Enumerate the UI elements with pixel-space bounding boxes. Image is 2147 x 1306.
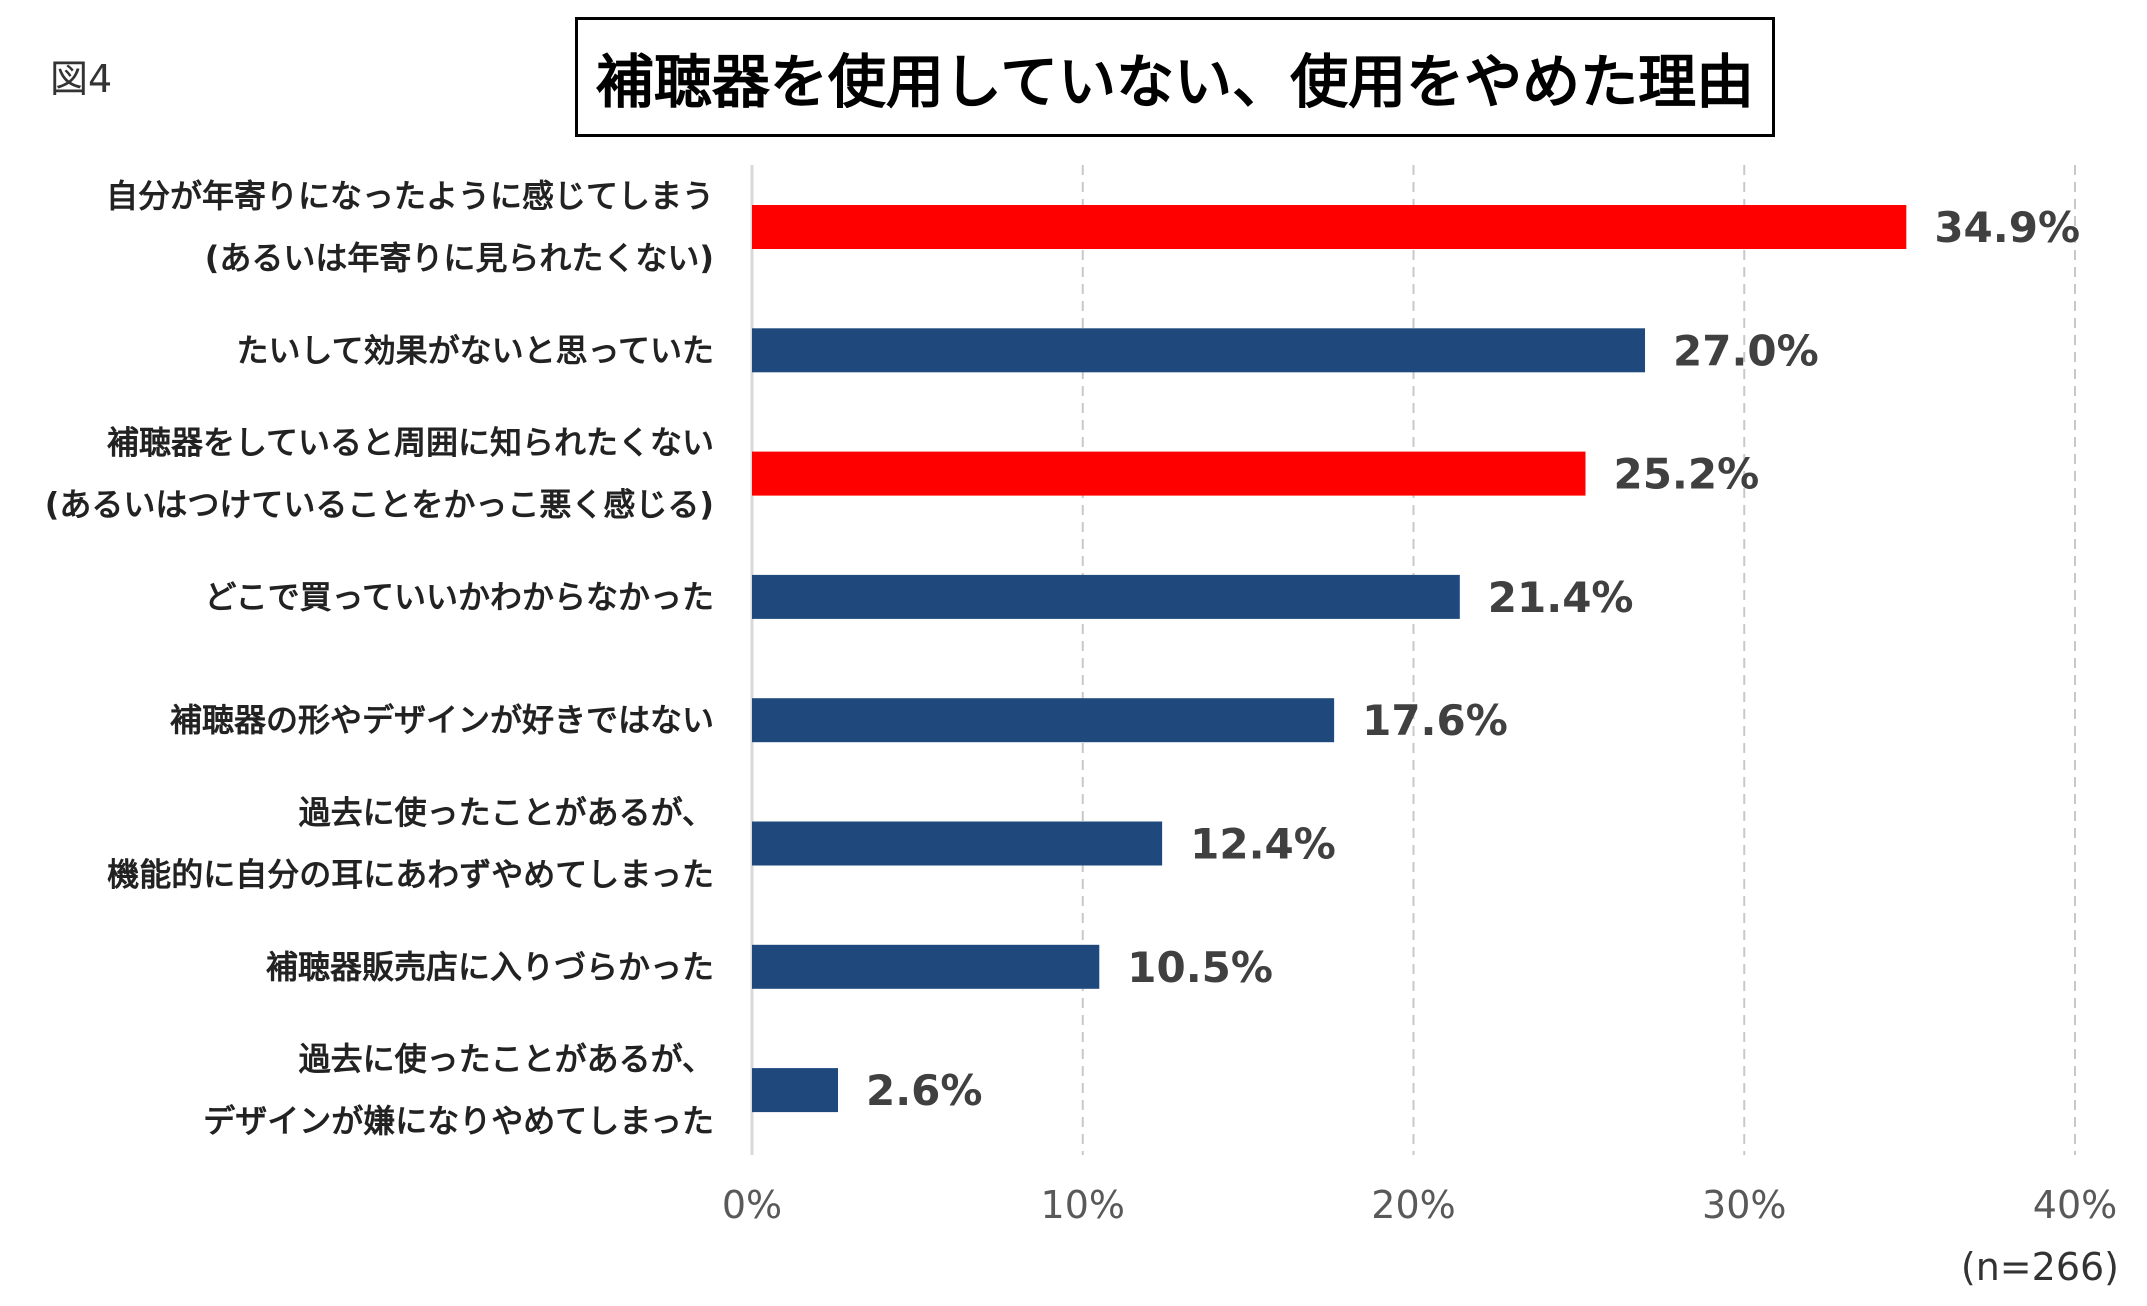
bar-2 [752, 328, 1646, 373]
value-label-2: 27.0% [1673, 326, 1819, 375]
category-label-8-line-1: 過去に使ったことがあるが、 [299, 1040, 714, 1078]
bar-6 [752, 821, 1163, 866]
value-label-6: 12.4% [1190, 820, 1336, 869]
bar-4 [752, 574, 1460, 619]
chart-title: 補聴器を使用していない、使用をやめた理由 [595, 48, 1755, 116]
value-label-4: 21.4% [1488, 573, 1634, 622]
value-label-7: 10.5% [1127, 943, 1273, 992]
category-label-5: 補聴器の形やデザインが好きではない [170, 701, 714, 739]
value-label-1: 34.9% [1934, 203, 2080, 252]
value-label-3: 25.2% [1613, 450, 1759, 499]
category-label-6-line-2: 機能的に自分の耳にあわずやめてしまった [107, 856, 714, 894]
category-label-3-line-1: 補聴器をしていると周囲に知られたくない [107, 424, 714, 462]
x-tick-label-20: 20% [1371, 1183, 1455, 1227]
category-label-3-line-2: (あるいはつけていることをかっこ悪く感じる) [45, 486, 714, 524]
x-tick-label-40: 40% [2033, 1183, 2117, 1227]
bar-7 [752, 944, 1100, 989]
sample-size-note: (n=266) [1960, 1245, 2119, 1289]
category-label-1-line-1: 自分が年寄りになったように感じてしまう [106, 177, 714, 215]
bar-8 [752, 1068, 838, 1113]
category-label-7: 補聴器販売店に入りづらかった [266, 948, 714, 986]
value-label-8: 2.6% [866, 1066, 982, 1115]
category-label-4: どこで買っていいかわからなかった [205, 578, 714, 616]
category-label-2: たいして効果がないと思っていた [237, 331, 714, 369]
figure-label: 図4 [50, 57, 113, 101]
bar-5 [752, 698, 1335, 743]
category-label-1-line-2: (あるいは年寄りに見られたくない) [205, 239, 714, 277]
x-tick-label-30: 30% [1702, 1183, 1786, 1227]
chart-title-box: 補聴器を使用していない、使用をやめた理由 [575, 17, 1775, 137]
value-label-5: 17.6% [1362, 696, 1508, 745]
x-tick-label-0: 0% [722, 1183, 782, 1227]
bar-1 [752, 205, 1907, 249]
x-tick-label-10: 10% [1041, 1183, 1125, 1227]
category-label-6-line-1: 過去に使ったことがあるが、 [299, 794, 714, 832]
category-label-8-line-2: デザインが嫌になりやめてしまった [203, 1102, 714, 1140]
bar-3 [752, 451, 1586, 496]
